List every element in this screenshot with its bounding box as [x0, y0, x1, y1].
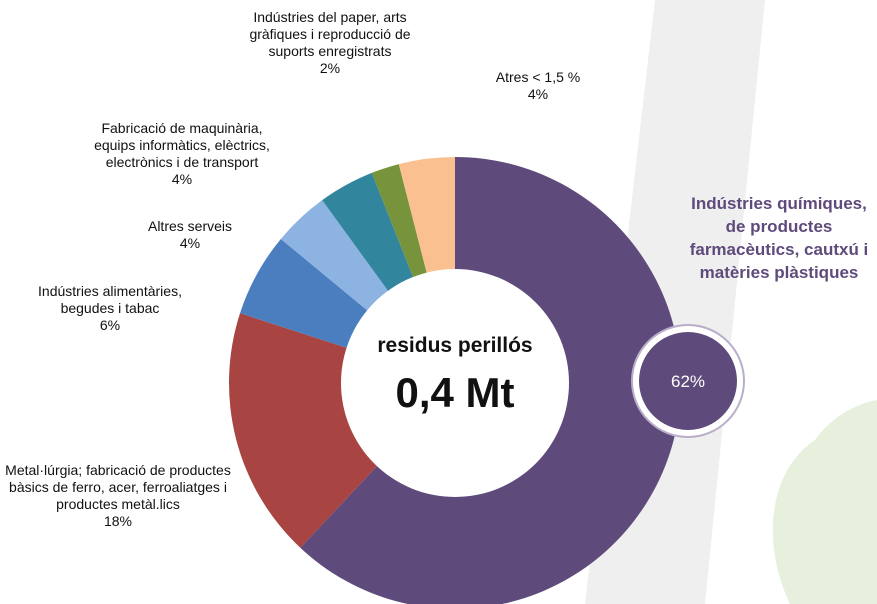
value-label: 2%: [319, 60, 341, 76]
value-label: 62%: [671, 372, 705, 391]
donut-hole: [341, 269, 569, 497]
value-label: 4%: [527, 86, 549, 102]
slice-label: Indústries del paper, arts gràfiques i r…: [235, 9, 425, 77]
value-label: 18%: [103, 513, 133, 529]
value-label: 6%: [99, 317, 121, 333]
category-label: Indústries del paper, arts gràfiques i r…: [249, 9, 411, 59]
slice-label: Indústries alimentàries, begudes i tabac…: [15, 283, 205, 334]
category-label: Altres serveis: [147, 218, 233, 234]
category-label: Indústries químiques, de productes farma…: [689, 194, 869, 282]
category-label: Metal·lúrgia; fabricació de productes bà…: [5, 462, 231, 512]
slice-label: Indústries químiques, de productes farma…: [679, 192, 877, 284]
center-title: residus perillós: [377, 334, 532, 357]
background-leaf: [772, 400, 877, 604]
value-label: 4%: [179, 235, 201, 251]
slice-label: Fabricació de maquinària, equips informà…: [82, 120, 282, 188]
slice-label: Altres serveis 4%: [130, 218, 250, 252]
highlight-badge: [639, 332, 737, 430]
category-label: Indústries alimentàries, begudes i tabac: [38, 283, 182, 316]
slice-label: Metal·lúrgia; fabricació de productes bà…: [2, 462, 234, 530]
category-label: Fabricació de maquinària, equips informà…: [94, 120, 270, 170]
category-label: Atres < 1,5 %: [495, 69, 581, 85]
center-total: 0,4 Mt: [395, 369, 514, 416]
slice-label: Atres < 1,5 % 4%: [478, 69, 598, 103]
value-label: 4%: [171, 171, 193, 187]
